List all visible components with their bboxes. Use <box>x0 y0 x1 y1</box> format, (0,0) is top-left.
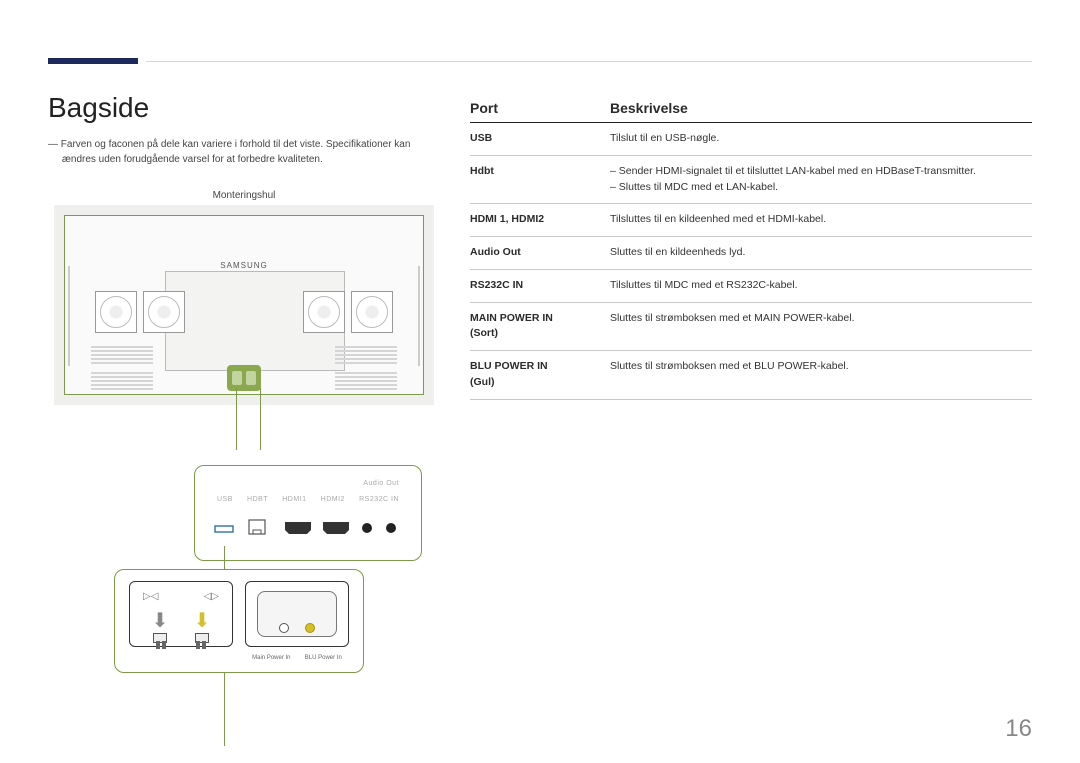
vent-icon <box>91 370 153 390</box>
page-title: Bagside <box>48 92 149 124</box>
port-name: BLU POWER IN (Gul) <box>470 359 610 391</box>
mounting-hole-label: Monteringshul <box>54 190 434 201</box>
header-rule <box>48 60 1032 62</box>
port-label-rs232c: RS232C IN <box>359 496 399 503</box>
col-header-desc: Beskrivelse <box>610 100 1032 116</box>
diagram-column: Monteringshul SAMSUNG Audio Out USB HDBT… <box>54 190 434 673</box>
vent-icon <box>335 344 397 364</box>
arrow-down-yellow-icon: ⬇ <box>191 607 213 635</box>
arrow-down-grey-icon: ⬇ <box>149 607 171 635</box>
power-caption: Main Power In BLU Power In <box>245 655 349 661</box>
page-number: 16 <box>1005 715 1032 743</box>
table-row: HdbtSender HDMI-signalet til et tilslutt… <box>470 156 1032 205</box>
vent-icon <box>91 344 153 364</box>
power-callout: ▷◁◁▷ ⬇ ⬇ Main Power In BLU Power In <box>114 569 364 673</box>
port-name: Hdbt <box>470 164 610 196</box>
table-row: RS232C INTilsluttes til MDC med et RS232… <box>470 270 1032 303</box>
ports-table: Port Beskrivelse USBTilslut til en USB-n… <box>470 100 1032 400</box>
table-row: HDMI 1, HDMI2Tilsluttes til en kildeenhe… <box>470 204 1032 237</box>
back-panel-diagram: SAMSUNG <box>54 205 434 405</box>
arrow-legend: ▷◁◁▷ <box>143 591 219 605</box>
edge-right <box>418 266 420 366</box>
header-divider <box>146 61 1032 62</box>
pin-icon <box>156 641 160 649</box>
table-row: Audio OutSluttes til en kildeenheds lyd. <box>470 237 1032 270</box>
col-header-port: Port <box>470 100 610 116</box>
power-unit-icon <box>257 591 337 637</box>
port-label-hdbt: HDBT <box>247 496 268 503</box>
brand-logo: SAMSUNG <box>220 261 267 270</box>
fan-icon <box>303 291 345 333</box>
port-label-hdmi1: HDMI1 <box>282 496 306 503</box>
leader-line <box>260 388 261 450</box>
fan-icon <box>351 291 393 333</box>
port-name: HDMI 1, HDMI2 <box>470 212 610 228</box>
port-description: Tilsluttes til en kildeenhed med et HDMI… <box>610 212 1032 228</box>
fan-icon <box>95 291 137 333</box>
connector-hub-icon <box>227 365 261 391</box>
table-row: BLU POWER IN (Gul)Sluttes til strømbokse… <box>470 351 1032 400</box>
jack-yellow-icon <box>305 623 315 633</box>
ports-callout: Audio Out USB HDBT HDMI1 HDMI2 RS232C IN <box>194 465 422 561</box>
table-body: USBTilslut til en USB-nøgle.HdbtSender H… <box>470 123 1032 400</box>
ports-icon-row <box>213 512 413 546</box>
jack-black-icon <box>279 623 289 633</box>
port-description: Sluttes til en kildeenheds lyd. <box>610 245 1032 261</box>
disclaimer-note: Farven og faconen på dele kan variere i … <box>48 138 443 167</box>
vent-icon <box>335 370 397 390</box>
port-name: MAIN POWER IN (Sort) <box>470 311 610 343</box>
blu-power-diagram: Main Power In BLU Power In <box>245 581 349 661</box>
port-name: USB <box>470 131 610 147</box>
pin-icon <box>196 641 200 649</box>
port-name: RS232C IN <box>470 278 610 294</box>
pin-icon <box>202 641 206 649</box>
table-row: MAIN POWER IN (Sort)Sluttes til strømbok… <box>470 303 1032 352</box>
port-label-row: USB HDBT HDMI1 HDMI2 RS232C IN <box>217 496 399 503</box>
port-name: Audio Out <box>470 245 610 261</box>
port-description: Tilslut til en USB-nøgle. <box>610 131 1032 147</box>
port-description: Tilsluttes til MDC med et RS232C-kabel. <box>610 278 1032 294</box>
leader-line <box>236 388 237 450</box>
pin-icon <box>162 641 166 649</box>
fan-icon <box>143 291 185 333</box>
panel-outline: SAMSUNG <box>64 215 424 395</box>
table-header: Port Beskrivelse <box>470 100 1032 123</box>
port-description: Sender HDMI-signalet til et tilsluttet L… <box>610 164 1032 196</box>
port-label-audio-out: Audio Out <box>363 480 399 487</box>
port-description: Sluttes til strømboksen med et MAIN POWE… <box>610 311 1032 343</box>
table-row: USBTilslut til en USB-nøgle. <box>470 123 1032 156</box>
port-label-usb: USB <box>217 496 233 503</box>
header-accent <box>48 58 138 64</box>
edge-left <box>68 266 70 366</box>
port-label-hdmi2: HDMI2 <box>321 496 345 503</box>
main-power-in-label: Main Power In <box>252 655 290 661</box>
blu-power-in-label: BLU Power In <box>305 655 342 661</box>
main-power-diagram: ▷◁◁▷ ⬇ ⬇ <box>129 581 233 661</box>
port-description: Sluttes til strømboksen med et BLU POWER… <box>610 359 1032 391</box>
